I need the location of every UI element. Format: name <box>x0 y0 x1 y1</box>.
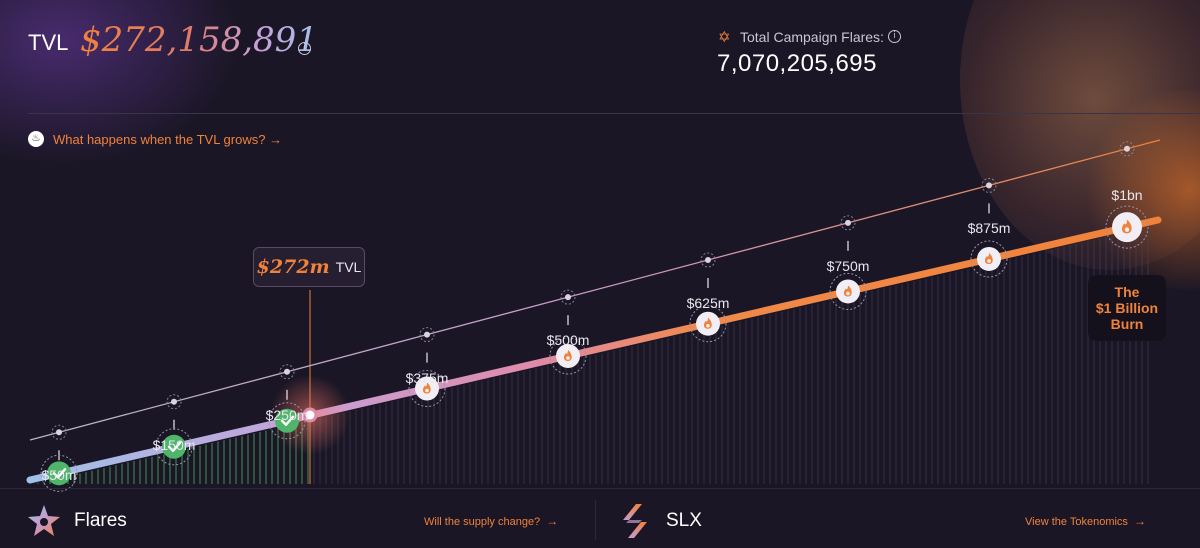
check-icon <box>280 415 295 426</box>
tvl-label: TVL <box>28 30 69 55</box>
flares-title: Flares <box>74 510 127 531</box>
flame-icon <box>984 252 993 264</box>
target-dot <box>986 182 992 189</box>
flame-icon: ♨ <box>28 131 44 147</box>
billion-burn-badge: The $1 Billion Burn <box>1088 275 1166 341</box>
target-dot-ring <box>166 394 182 410</box>
current-tvl-suffix: TVL <box>335 259 362 275</box>
target-dot <box>845 219 851 226</box>
milestone-label: $875m <box>967 220 1011 237</box>
flare-star-icon: ✡ <box>718 29 731 46</box>
tvl-progress-line <box>26 216 1162 484</box>
flame-icon <box>843 285 852 297</box>
target-dot-ring <box>981 177 997 193</box>
current-point <box>302 407 318 423</box>
milestone-ring <box>1105 205 1149 249</box>
current-tvl-box: $272m TVL <box>253 247 365 287</box>
milestone-ring <box>549 337 587 375</box>
target-dot <box>424 331 430 338</box>
flame-core <box>706 323 710 328</box>
flame-icon <box>1121 219 1132 234</box>
check-icon <box>167 441 182 453</box>
milestone-achieved <box>275 408 299 433</box>
milestone-label: $625m <box>686 295 730 311</box>
total-flares-label: Total Campaign Flares: <box>740 29 884 45</box>
slx-title: SLX <box>666 510 702 531</box>
milestone-ring <box>408 369 446 407</box>
flame-icon <box>563 349 572 361</box>
target-dot-ring <box>840 215 856 231</box>
target-dot <box>56 429 62 436</box>
milestone-label: $250m <box>265 406 309 423</box>
milestone-ring <box>829 272 867 310</box>
milestone-ring <box>689 305 727 343</box>
burn-line: Burn <box>1110 316 1144 332</box>
arrow-right-icon: → <box>546 514 559 528</box>
target-dot-ring <box>51 424 67 440</box>
flares-logo-icon <box>28 505 60 536</box>
tvl-grows-link-text: What happens when the TVL grows? → <box>53 131 283 147</box>
supply-change-link-text: Will the supply change? <box>424 516 541 528</box>
view-tokenomics-link[interactable]: View the Tokenomics → <box>1025 514 1146 528</box>
flame-core <box>1124 227 1130 232</box>
milestone-ring <box>155 428 193 466</box>
flame-core <box>566 356 570 360</box>
footer-divider <box>0 488 1200 489</box>
milestone-achieved <box>162 434 186 459</box>
view-tokenomics-link-text: View the Tokenomics <box>1025 516 1128 528</box>
arrow-right-icon: → <box>1133 514 1146 528</box>
current-tvl-value: $272m <box>256 256 330 278</box>
target-dot <box>1124 145 1130 152</box>
milestone-ring <box>268 402 306 440</box>
tvl-grows-link[interactable]: ♨ What happens when the TVL grows? → <box>28 131 282 147</box>
milestone-label: $150m <box>152 436 196 453</box>
check-icon <box>52 468 67 479</box>
flame-core <box>987 259 991 263</box>
target-dot-ring <box>419 327 435 343</box>
target-dot-ring <box>279 364 295 380</box>
milestone-label: $375m <box>405 369 449 386</box>
flame-icon <box>422 382 431 394</box>
burn-line: The <box>1114 284 1140 300</box>
target-dot <box>171 398 177 405</box>
flame-core <box>425 388 429 393</box>
footer-separator <box>595 500 596 540</box>
flame-core <box>846 291 850 296</box>
target-dot-ring <box>560 289 576 305</box>
slx-logo-icon <box>623 504 647 538</box>
milestone-ring <box>40 454 78 492</box>
total-flares-value: 7,070,205,695 <box>717 50 877 77</box>
target-line <box>29 139 1161 441</box>
flares-info-icon[interactable]: i <box>888 30 901 43</box>
target-dot-ring <box>1119 141 1135 157</box>
tvl-info-icon[interactable]: i <box>298 42 311 55</box>
target-dot <box>284 368 290 375</box>
milestone-label: $750m <box>826 257 870 274</box>
supply-change-link[interactable]: Will the supply change? → <box>424 514 558 528</box>
tvl-value: $272,158,891 <box>80 20 318 60</box>
milestone-achieved <box>47 461 71 486</box>
burn-line: $1 Billion <box>1095 300 1159 316</box>
target-dot-ring <box>700 252 716 268</box>
target-dot <box>565 294 571 301</box>
target-dot <box>705 257 711 263</box>
milestone-ring <box>970 240 1008 278</box>
milestone-label: $1bn <box>1111 186 1143 203</box>
flame-icon <box>703 317 712 329</box>
milestone-label: $500m <box>546 332 590 349</box>
header-divider <box>28 113 1200 114</box>
milestone-label: $50m <box>41 467 77 484</box>
